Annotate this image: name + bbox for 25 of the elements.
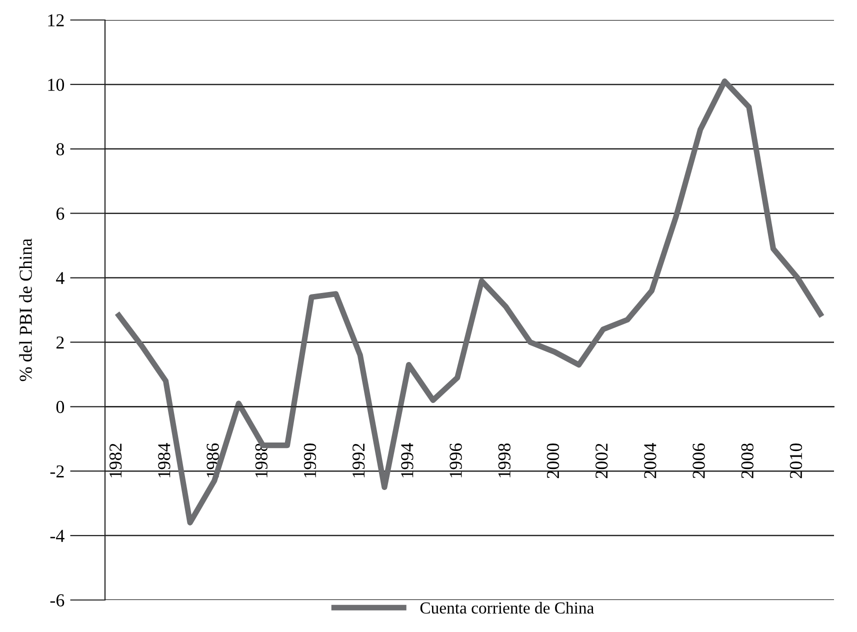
y-tick-label: -2 <box>50 465 64 478</box>
x-tick-label: 2000 <box>546 443 560 478</box>
y-tick-label: 8 <box>56 143 64 156</box>
y-tick-label: -4 <box>50 530 64 542</box>
x-tick-label: 1990 <box>304 443 316 478</box>
x-tick-label: 2010 <box>790 443 802 478</box>
y-tick-label: 10 <box>48 78 64 91</box>
x-tick-label: 1998 <box>498 443 510 478</box>
y-tick-label: -6 <box>50 594 64 606</box>
x-tick-label: 1994 <box>401 443 414 478</box>
x-tick-label: 1984 <box>158 443 170 478</box>
y-tick-label: 6 <box>56 208 64 220</box>
x-tick-label: 2002 <box>595 444 608 478</box>
x-tick-label: 1992 <box>352 444 365 478</box>
x-tick-label: 2008 <box>741 443 754 478</box>
x-tick-label: 1982 <box>109 444 122 478</box>
x-tick-label: 1996 <box>450 443 462 478</box>
x-tick-label: 2004 <box>644 443 656 478</box>
y-tick-label: 4 <box>56 272 64 284</box>
y-tick-label: 12 <box>48 14 64 26</box>
y-axis-title: % del PBI de China <box>19 238 32 382</box>
legend-label: Cuenta corriente de China <box>420 602 594 614</box>
x-tick-label: 2006 <box>692 443 705 478</box>
y-tick-label: 2 <box>56 336 64 348</box>
y-tick-label: 0 <box>56 400 64 414</box>
